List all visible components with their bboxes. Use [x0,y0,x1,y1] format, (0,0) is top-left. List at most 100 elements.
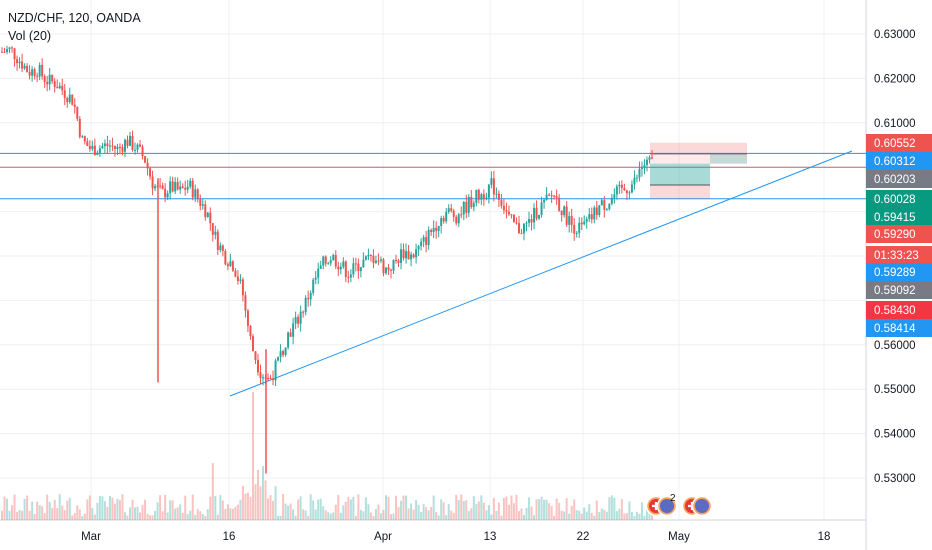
volume-bar [131,499,134,520]
volume-bar [613,497,616,520]
candle [76,106,79,122]
candle [530,214,533,231]
candle [13,47,16,67]
event-count-badge: 2 [670,493,676,504]
volume-bar [558,502,561,520]
volume-bar [181,512,184,520]
volume-bar [96,502,99,520]
candle [134,142,137,155]
symbol-title[interactable]: NZD/CHF, 120, OANDA [8,11,141,25]
candle [169,176,172,200]
volume-bar [573,499,576,520]
volume-bar [317,499,320,520]
candle [452,208,455,222]
candle [146,158,149,176]
volume-bar [71,515,74,520]
price-axis[interactable]: 0.63000 0.62000 0.61000 0.56000 0.55000 0.540… [874,29,916,485]
candle [304,295,307,316]
candle [126,135,129,149]
volume-bar [179,504,182,520]
volume-bar [342,505,345,520]
candle [467,194,470,217]
event-icon-4[interactable] [691,495,713,517]
volume-bar [588,504,591,520]
candle [267,373,270,381]
volume-bar [450,510,453,520]
candle [603,196,606,218]
volume-bar [528,497,531,520]
volume-bar [515,494,518,520]
candle [86,137,89,147]
price-tick-label: 0.61000 [874,118,916,130]
volume-bar [236,504,239,520]
volume-bar [38,505,41,520]
candle [239,274,242,284]
volume-bar [620,499,623,520]
candle [517,215,520,234]
candle [382,257,385,277]
price-tick-label: 0.63000 [874,29,916,41]
volume-bar [118,500,121,520]
candle [643,159,646,175]
volume-bar [254,484,257,520]
volume-bar [472,496,475,520]
candle [400,243,403,270]
volume-bar [224,508,227,520]
volume-bar [86,499,89,520]
price-tag: 0.60552 [866,134,932,152]
volume-bar [618,508,621,520]
candle [450,203,453,213]
candle [196,188,199,203]
event-markers[interactable]: 2 [645,493,713,517]
volume-bar [279,515,282,520]
candle [628,190,631,200]
candle [294,311,297,330]
volume-bar [116,498,119,520]
volume-bar [322,506,325,520]
volume-bar [221,500,224,520]
candle [575,230,578,238]
volume-bar [176,507,179,520]
candle [495,187,498,199]
candle [455,215,458,226]
candle [578,216,581,238]
profit-zone [650,163,710,185]
candle [392,259,395,275]
volume-bar [585,511,588,520]
volume-bar [196,509,199,520]
time-axis[interactable]: Mar 16 Apr 13 22 May 18 [81,531,830,543]
candle [159,177,162,189]
candle [179,180,182,194]
volume-bar [352,496,355,520]
volume-bar [166,512,169,520]
price-tick-label: 0.62000 [874,73,916,85]
volume-bar [171,500,174,520]
volume-indicator-label[interactable]: Vol (20) [8,29,52,43]
volume-bar [447,504,450,520]
volume-bar [575,510,578,520]
candle [297,314,300,328]
candle [6,45,9,55]
chart-legend[interactable]: NZD/CHF, 120, OANDA Vol (20) [8,9,141,45]
candle [625,189,628,201]
candle [246,308,249,333]
volume-bar [292,509,295,520]
volume-bar [199,511,202,520]
event-icon-2[interactable]: 2 [656,493,678,517]
candle [209,207,212,231]
candle [181,183,184,189]
volume-bar [452,512,455,520]
volume-bar [645,503,648,520]
candle [593,205,596,224]
candle [314,271,317,285]
volume-bar [121,494,124,520]
volume-bar [395,495,398,520]
candle [580,217,583,230]
volume-bar [339,512,342,520]
candle [327,261,330,265]
candle [3,47,6,53]
volume-bar [26,495,29,520]
volume-bar [259,486,262,520]
volume-bar [402,495,405,520]
